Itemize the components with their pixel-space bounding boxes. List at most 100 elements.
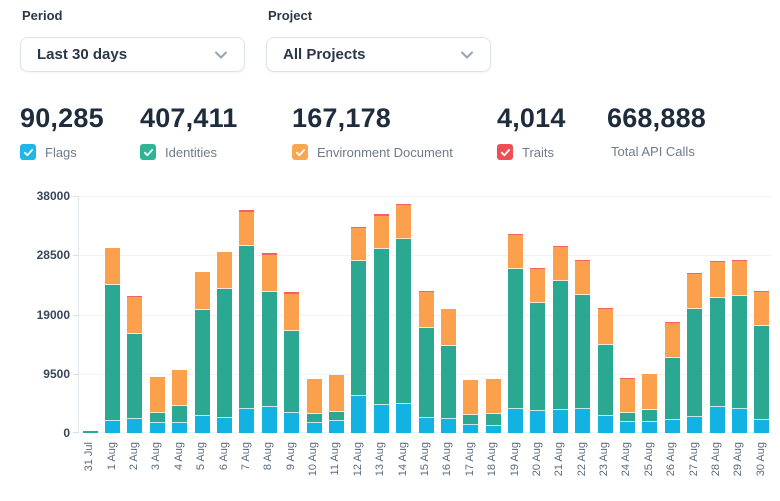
- environment-document-segment[interactable]: [284, 293, 300, 332]
- environment-document-segment[interactable]: [217, 252, 233, 289]
- traits-segment[interactable]: [127, 296, 143, 297]
- traits-segment[interactable]: [619, 378, 635, 380]
- flags-segment[interactable]: [619, 421, 635, 433]
- flags-segment[interactable]: [754, 419, 770, 433]
- environment-document-segment[interactable]: [530, 268, 546, 304]
- environment-document-segment[interactable]: [373, 215, 389, 250]
- flags-segment[interactable]: [664, 420, 680, 433]
- bar-16-aug[interactable]: [440, 308, 456, 433]
- identities-segment[interactable]: [261, 292, 277, 407]
- traits-segment[interactable]: [373, 214, 389, 216]
- identities-segment[interactable]: [597, 344, 613, 416]
- environment-document-segment[interactable]: [440, 309, 456, 346]
- flags-segment[interactable]: [306, 422, 322, 433]
- identities-segment[interactable]: [709, 297, 725, 408]
- environment-document-segment[interactable]: [575, 261, 591, 296]
- flags-segment[interactable]: [172, 422, 188, 433]
- identities-segment[interactable]: [664, 358, 680, 421]
- traits-segment[interactable]: [418, 291, 434, 293]
- identities-segment[interactable]: [217, 288, 233, 419]
- identities-segment[interactable]: [82, 431, 98, 433]
- flags-segment[interactable]: [396, 404, 412, 433]
- bar-17-aug[interactable]: [463, 380, 479, 433]
- bar-7-aug[interactable]: [239, 210, 255, 433]
- identities-segment[interactable]: [105, 284, 121, 421]
- flags-segment[interactable]: [351, 395, 367, 433]
- environment-document-segment[interactable]: [709, 262, 725, 298]
- bar-15-aug[interactable]: [418, 291, 434, 433]
- flags-segment[interactable]: [440, 418, 456, 433]
- period-select[interactable]: Last 30 days: [20, 37, 245, 72]
- flags-segment[interactable]: [597, 415, 613, 433]
- bar-19-aug[interactable]: [508, 233, 524, 433]
- bar-3-aug[interactable]: [149, 377, 165, 433]
- identities-segment[interactable]: [194, 309, 210, 416]
- environment-document-segment[interactable]: [328, 375, 344, 412]
- identities-segment[interactable]: [172, 406, 188, 423]
- flags-segment[interactable]: [217, 418, 233, 433]
- identities-segment[interactable]: [127, 333, 143, 420]
- identities-segment[interactable]: [508, 269, 524, 409]
- bar-27-aug[interactable]: [687, 273, 703, 433]
- flags-segment[interactable]: [463, 425, 479, 433]
- bar-30-aug[interactable]: [754, 291, 770, 433]
- bar-13-aug[interactable]: [373, 214, 389, 433]
- environment-document-segment[interactable]: [619, 379, 635, 414]
- traits-segment[interactable]: [754, 291, 770, 293]
- identities-segment[interactable]: [373, 249, 389, 405]
- project-select[interactable]: All Projects: [266, 37, 491, 72]
- environment-document-segment[interactable]: [552, 246, 568, 282]
- traits-segment[interactable]: [351, 226, 367, 229]
- environment-document-segment[interactable]: [463, 380, 479, 416]
- traits-segment[interactable]: [664, 321, 680, 323]
- environment-document-segment[interactable]: [687, 273, 703, 309]
- identities-segment[interactable]: [351, 261, 367, 396]
- flags-segment[interactable]: [485, 425, 501, 433]
- bar-9-aug[interactable]: [284, 292, 300, 433]
- environment-document-segment[interactable]: [194, 272, 210, 310]
- flags-segment[interactable]: [149, 423, 165, 433]
- environment-document-segment[interactable]: [485, 378, 501, 415]
- environment-document-segment[interactable]: [396, 205, 412, 240]
- bar-26-aug[interactable]: [664, 321, 680, 433]
- identities-segment[interactable]: [485, 414, 501, 426]
- identities-segment[interactable]: [619, 413, 635, 422]
- flags-segment[interactable]: [687, 417, 703, 433]
- traits-segment[interactable]: [597, 308, 613, 309]
- bar-10-aug[interactable]: [306, 378, 322, 433]
- environment-document-segment[interactable]: [239, 211, 255, 246]
- flags-segment[interactable]: [194, 415, 210, 433]
- bar-8-aug[interactable]: [261, 253, 277, 433]
- identities-segment[interactable]: [306, 414, 322, 423]
- bar-22-aug[interactable]: [575, 259, 591, 433]
- bar-18-aug[interactable]: [485, 378, 501, 433]
- flags-segment[interactable]: [552, 409, 568, 433]
- environment-document-segment[interactable]: [664, 322, 680, 359]
- bar-25-aug[interactable]: [642, 373, 658, 433]
- identities-segment[interactable]: [284, 331, 300, 414]
- environment-document-segment[interactable]: [597, 308, 613, 345]
- flags-segment[interactable]: [575, 409, 591, 433]
- traits-segment[interactable]: [194, 271, 210, 273]
- flags-segment[interactable]: [284, 413, 300, 433]
- traits-segment[interactable]: [440, 308, 456, 310]
- identities-segment[interactable]: [328, 411, 344, 421]
- environment-document-segment[interactable]: [105, 247, 121, 285]
- identities-segment[interactable]: [149, 413, 165, 424]
- identities-segment[interactable]: [731, 295, 747, 409]
- environment-document-segment[interactable]: [149, 377, 165, 414]
- flags-segment[interactable]: [508, 409, 524, 433]
- bar-29-aug[interactable]: [731, 259, 747, 433]
- traits-segment[interactable]: [284, 292, 300, 294]
- bar-2-aug[interactable]: [127, 296, 143, 433]
- flags-segment[interactable]: [127, 419, 143, 433]
- bar-14-aug[interactable]: [396, 203, 412, 433]
- environment-document-segment[interactable]: [754, 292, 770, 326]
- flags-segment[interactable]: [239, 409, 255, 433]
- bar-28-aug[interactable]: [709, 260, 725, 433]
- traits-segment[interactable]: [552, 245, 568, 247]
- bar-5-aug[interactable]: [194, 271, 210, 433]
- identities-segment[interactable]: [418, 327, 434, 418]
- bar-23-aug[interactable]: [597, 308, 613, 433]
- traits-segment[interactable]: [575, 259, 591, 262]
